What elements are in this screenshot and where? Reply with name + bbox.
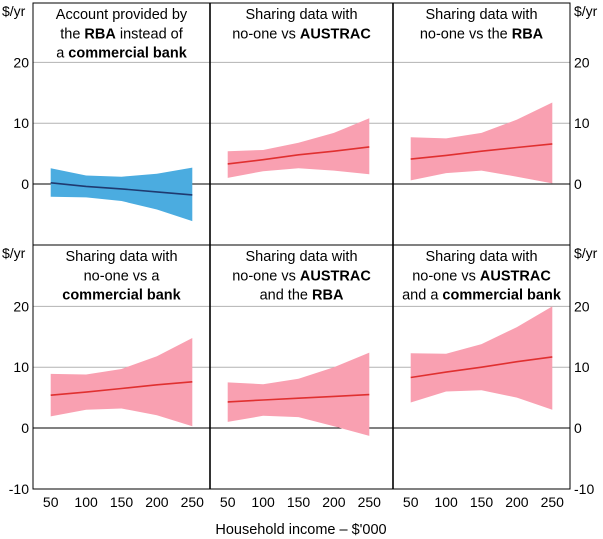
- title-bold-segment: RBA: [84, 26, 116, 42]
- title-segment: a: [56, 46, 68, 62]
- title-segment: no-one vs: [412, 268, 480, 284]
- y-tick-label: -10: [9, 481, 29, 497]
- y-tick-label: 20: [13, 298, 29, 314]
- title-segment: Sharing data with: [245, 249, 357, 265]
- plot-frame: [32, 2, 571, 490]
- title-bold-segment: commercial bank: [442, 288, 561, 304]
- panel-title-line: the RBA instead of: [60, 26, 183, 42]
- panel-title-line: commercial bank: [62, 288, 181, 304]
- estimate-line: [227, 146, 370, 165]
- y-unit-label-left: $/yr: [2, 245, 26, 261]
- title-bold-segment: commercial bank: [62, 288, 181, 304]
- x-tick-label: 100: [434, 494, 458, 510]
- title-segment: and the: [260, 288, 312, 304]
- title-segment: Sharing data with: [65, 249, 177, 265]
- y-unit-label-right: $/yr: [574, 3, 598, 19]
- title-bold-segment: AUSTRAC: [300, 26, 371, 42]
- y-tick-label: 10: [13, 359, 29, 375]
- title-segment: no-one vs: [232, 26, 300, 42]
- confidence-band: [227, 118, 370, 178]
- panel-title-line: no-one vs a: [84, 268, 161, 284]
- x-tick-label: 200: [145, 494, 169, 510]
- panel-title-line: no-one vs the RBA: [420, 26, 544, 42]
- confidence-band: [410, 102, 553, 184]
- x-tick-label: 50: [403, 494, 419, 510]
- panel-title-line: no-one vs AUSTRAC: [232, 26, 371, 42]
- panel-title-line: Account provided by: [56, 7, 188, 23]
- title-segment: no-one vs: [232, 268, 300, 284]
- estimate-line: [50, 381, 193, 396]
- y-tick-label: 0: [574, 176, 582, 192]
- title-bold-segment: commercial bank: [68, 46, 187, 62]
- panel-3: Sharing data with no-one vs the RBA: [410, 7, 553, 184]
- x-tick-label: 250: [181, 494, 205, 510]
- title-bold-segment: RBA: [312, 288, 344, 304]
- x-tick-label: 150: [470, 494, 494, 510]
- x-tick-label: 250: [541, 494, 565, 510]
- y-tick-label: 20: [574, 54, 590, 70]
- x-tick-label: 200: [322, 494, 346, 510]
- x-tick-label: 250: [358, 494, 382, 510]
- x-tick-label: 150: [287, 494, 311, 510]
- title-segment: and a: [402, 288, 442, 304]
- y-unit-label-left: $/yr: [2, 3, 26, 19]
- title-bold-segment: AUSTRAC: [480, 268, 551, 284]
- panel-title-line: Sharing data with: [245, 7, 357, 23]
- title-segment: Sharing data with: [245, 7, 357, 23]
- y-tick-label: 10: [574, 115, 590, 131]
- panel-6: Sharing data with no-one vs AUSTRAC and a …: [402, 249, 562, 410]
- panel-4: Sharing data with no-one vs a commercial b…: [50, 249, 193, 427]
- x-tick-label: 200: [505, 494, 529, 510]
- confidence-band: [50, 338, 193, 427]
- panel-1: Account provided by the RBA instead of a c…: [50, 7, 193, 222]
- panel-title-line: Sharing data with: [245, 249, 357, 265]
- title-bold-segment: AUSTRAC: [300, 268, 371, 284]
- y-tick-label: 0: [21, 420, 29, 436]
- title-bold-segment: RBA: [512, 26, 544, 42]
- title-segment: instead of: [116, 26, 184, 42]
- estimate-line: [410, 143, 553, 160]
- y-tick-label: -10: [574, 481, 594, 497]
- y-tick-label: 0: [574, 420, 582, 436]
- confidence-band: [227, 352, 370, 436]
- panel-title-line: a commercial bank: [56, 46, 188, 62]
- x-tick-label: 100: [74, 494, 98, 510]
- confidence-band: [410, 306, 553, 410]
- y-tick-label: 10: [574, 359, 590, 375]
- panel-title-line: Sharing data with: [425, 249, 537, 265]
- confidence-band: [50, 167, 193, 222]
- panel-5: Sharing data with no-one vs AUSTRAC and th…: [227, 249, 371, 436]
- y-tick-label: 0: [21, 176, 29, 192]
- x-axis-title: Household income – $'000: [215, 522, 386, 538]
- title-segment: Sharing data with: [425, 7, 537, 23]
- title-segment: no-one vs the: [420, 26, 512, 42]
- estimate-line: [227, 393, 370, 403]
- title-segment: the: [60, 26, 84, 42]
- panel-title-line: and a commercial bank: [402, 288, 562, 304]
- estimate-line: [50, 182, 193, 196]
- y-tick-label: 20: [574, 298, 590, 314]
- panel-title-line: no-one vs AUSTRAC: [232, 268, 371, 284]
- x-tick-label: 50: [220, 494, 236, 510]
- panel-title-line: and the RBA: [260, 288, 344, 304]
- x-tick-label: 100: [251, 494, 275, 510]
- panel-title-line: Sharing data with: [425, 7, 537, 23]
- panel-title-line: Sharing data with: [65, 249, 177, 265]
- title-segment: Account provided by: [56, 7, 188, 23]
- x-tick-label: 150: [110, 494, 134, 510]
- x-tick-label: 50: [43, 494, 59, 510]
- panel-title-line: no-one vs AUSTRAC: [412, 268, 551, 284]
- y-tick-label: 10: [13, 115, 29, 131]
- title-segment: Sharing data with: [425, 249, 537, 265]
- title-segment: no-one vs a: [84, 268, 161, 284]
- y-unit-label-right: $/yr: [574, 245, 598, 261]
- panel-2: Sharing data with no-one vs AUSTRAC: [227, 7, 371, 178]
- y-tick-label: 20: [13, 54, 29, 70]
- estimate-line: [410, 356, 553, 379]
